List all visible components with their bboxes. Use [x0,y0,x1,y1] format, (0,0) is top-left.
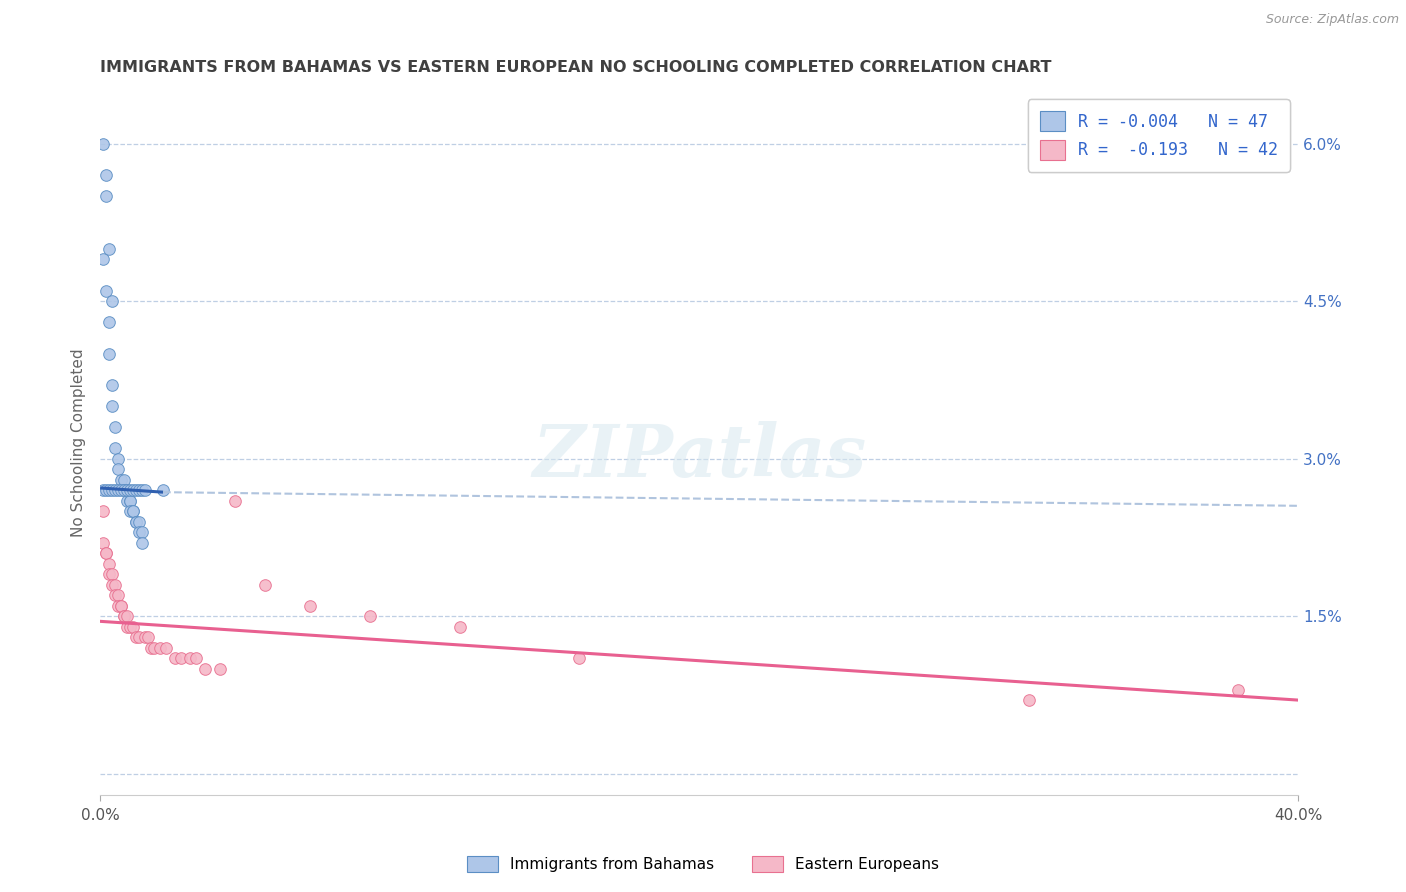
Point [134,483,156,497]
Point [101,577,124,591]
Point [107,462,129,476]
Point [101,294,124,309]
Point [98,567,121,582]
Point [208,662,231,676]
Point [179,651,201,665]
Legend: Immigrants from Bahamas, Eastern Europeans: Immigrants from Bahamas, Eastern Europea… [460,848,946,880]
Point [122,504,145,518]
Point [115,609,138,624]
Point [110,473,132,487]
Point [128,483,150,497]
Point [115,483,138,497]
Point [110,483,132,497]
Point [224,493,246,508]
Point [104,588,127,602]
Point [125,630,148,644]
Point [122,619,145,633]
Point [1018,693,1040,707]
Point [152,483,174,497]
Point [98,315,121,329]
Point [94,168,117,182]
Point [112,609,135,624]
Point [91,535,114,549]
Point [91,483,114,497]
Point [94,284,117,298]
Point [143,640,166,655]
Point [568,651,591,665]
Point [104,577,127,591]
Point [449,619,471,633]
Point [134,630,156,644]
Point [107,599,129,613]
Point [94,483,117,497]
Y-axis label: No Schooling Completed: No Schooling Completed [72,349,86,537]
Point [115,619,138,633]
Point [107,588,129,602]
Text: IMMIGRANTS FROM BAHAMAS VS EASTERN EUROPEAN NO SCHOOLING COMPLETED CORRELATION C: IMMIGRANTS FROM BAHAMAS VS EASTERN EUROP… [100,60,1052,75]
Point [120,483,142,497]
Point [120,493,142,508]
Point [101,567,124,582]
Point [91,504,114,518]
Point [110,599,132,613]
Point [155,640,177,655]
Point [184,651,207,665]
Point [194,662,217,676]
Text: Source: ZipAtlas.com: Source: ZipAtlas.com [1265,13,1399,27]
Point [112,483,135,497]
Point [115,483,138,497]
Point [112,609,135,624]
Point [131,535,153,549]
Point [104,483,127,497]
Point [104,420,127,434]
Point [128,524,150,539]
Point [131,483,153,497]
Point [94,189,117,203]
Point [125,515,148,529]
Point [91,136,114,151]
Point [115,493,138,508]
Point [125,515,148,529]
Point [125,483,148,497]
Point [98,242,121,256]
Point [98,346,121,360]
Point [101,399,124,413]
Point [94,546,117,560]
Point [107,483,129,497]
Point [94,546,117,560]
Point [120,493,142,508]
Point [139,640,162,655]
Point [253,577,276,591]
Point [120,619,142,633]
Point [98,483,121,497]
Point [91,252,114,266]
Point [112,473,135,487]
Point [122,504,145,518]
Point [104,441,127,455]
Point [149,640,172,655]
Text: ZIPatlas: ZIPatlas [531,421,866,492]
Point [131,524,153,539]
Point [122,483,145,497]
Point [112,483,135,497]
Point [101,378,124,392]
Point [110,599,132,613]
Point [107,451,129,466]
Point [170,651,193,665]
Point [1227,682,1250,697]
Legend: R = -0.004   N = 47, R =  -0.193   N = 42: R = -0.004 N = 47, R = -0.193 N = 42 [1028,99,1289,172]
Point [359,609,381,624]
Point [298,599,321,613]
Point [120,504,142,518]
Point [98,557,121,571]
Point [128,630,150,644]
Point [101,483,124,497]
Point [163,651,186,665]
Point [136,630,159,644]
Point [128,515,150,529]
